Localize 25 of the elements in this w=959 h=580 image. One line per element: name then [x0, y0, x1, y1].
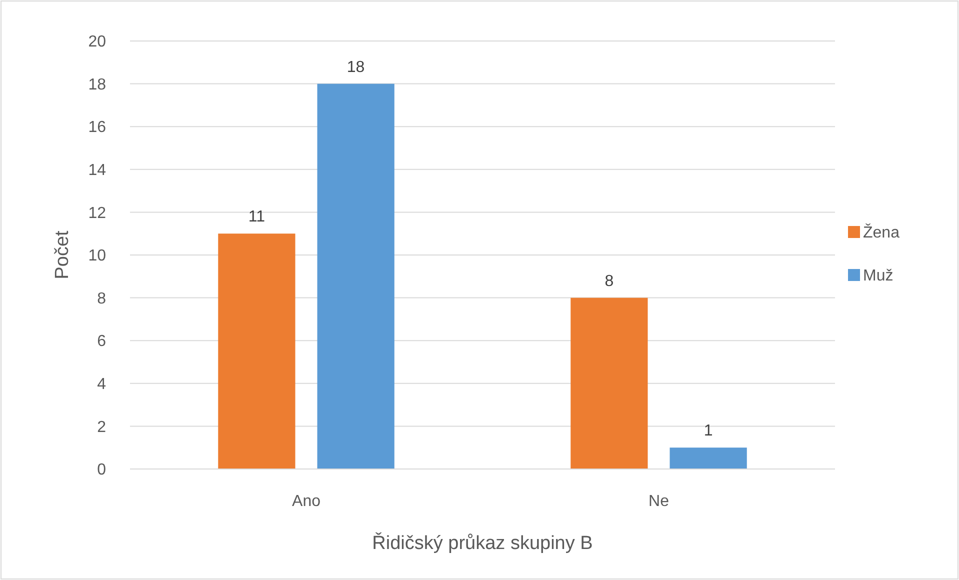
y-tick-label: 4 [97, 376, 106, 393]
data-label: 1 [704, 422, 713, 440]
x-axis-title: Řidičský průkaz skupiny B [372, 532, 593, 554]
y-tick-label: 12 [88, 204, 106, 222]
legend-label: Muž [863, 268, 894, 285]
y-tick-label: 10 [88, 248, 106, 265]
y-tick-label: 2 [97, 418, 106, 436]
bar [218, 234, 296, 469]
y-tick-label: 8 [97, 290, 106, 308]
data-label: 8 [604, 272, 614, 290]
y-tick-label: 0 [97, 462, 106, 479]
bar [317, 84, 394, 469]
data-label: 18 [346, 58, 365, 76]
y-tick-label: 20 [88, 34, 106, 51]
x-tick-label: Ne [648, 493, 670, 510]
bar [670, 448, 747, 469]
y-tick-label: 6 [97, 333, 106, 350]
bar [570, 298, 648, 469]
y-tick-label: 14 [88, 162, 106, 179]
y-tick-label: 18 [88, 76, 106, 94]
y-axis-title: Počet [52, 230, 73, 280]
x-tick-label: Ano [292, 493, 321, 510]
legend-label: Žena [863, 224, 900, 242]
data-label: 11 [248, 208, 266, 226]
y-tick-label: 16 [88, 119, 106, 136]
